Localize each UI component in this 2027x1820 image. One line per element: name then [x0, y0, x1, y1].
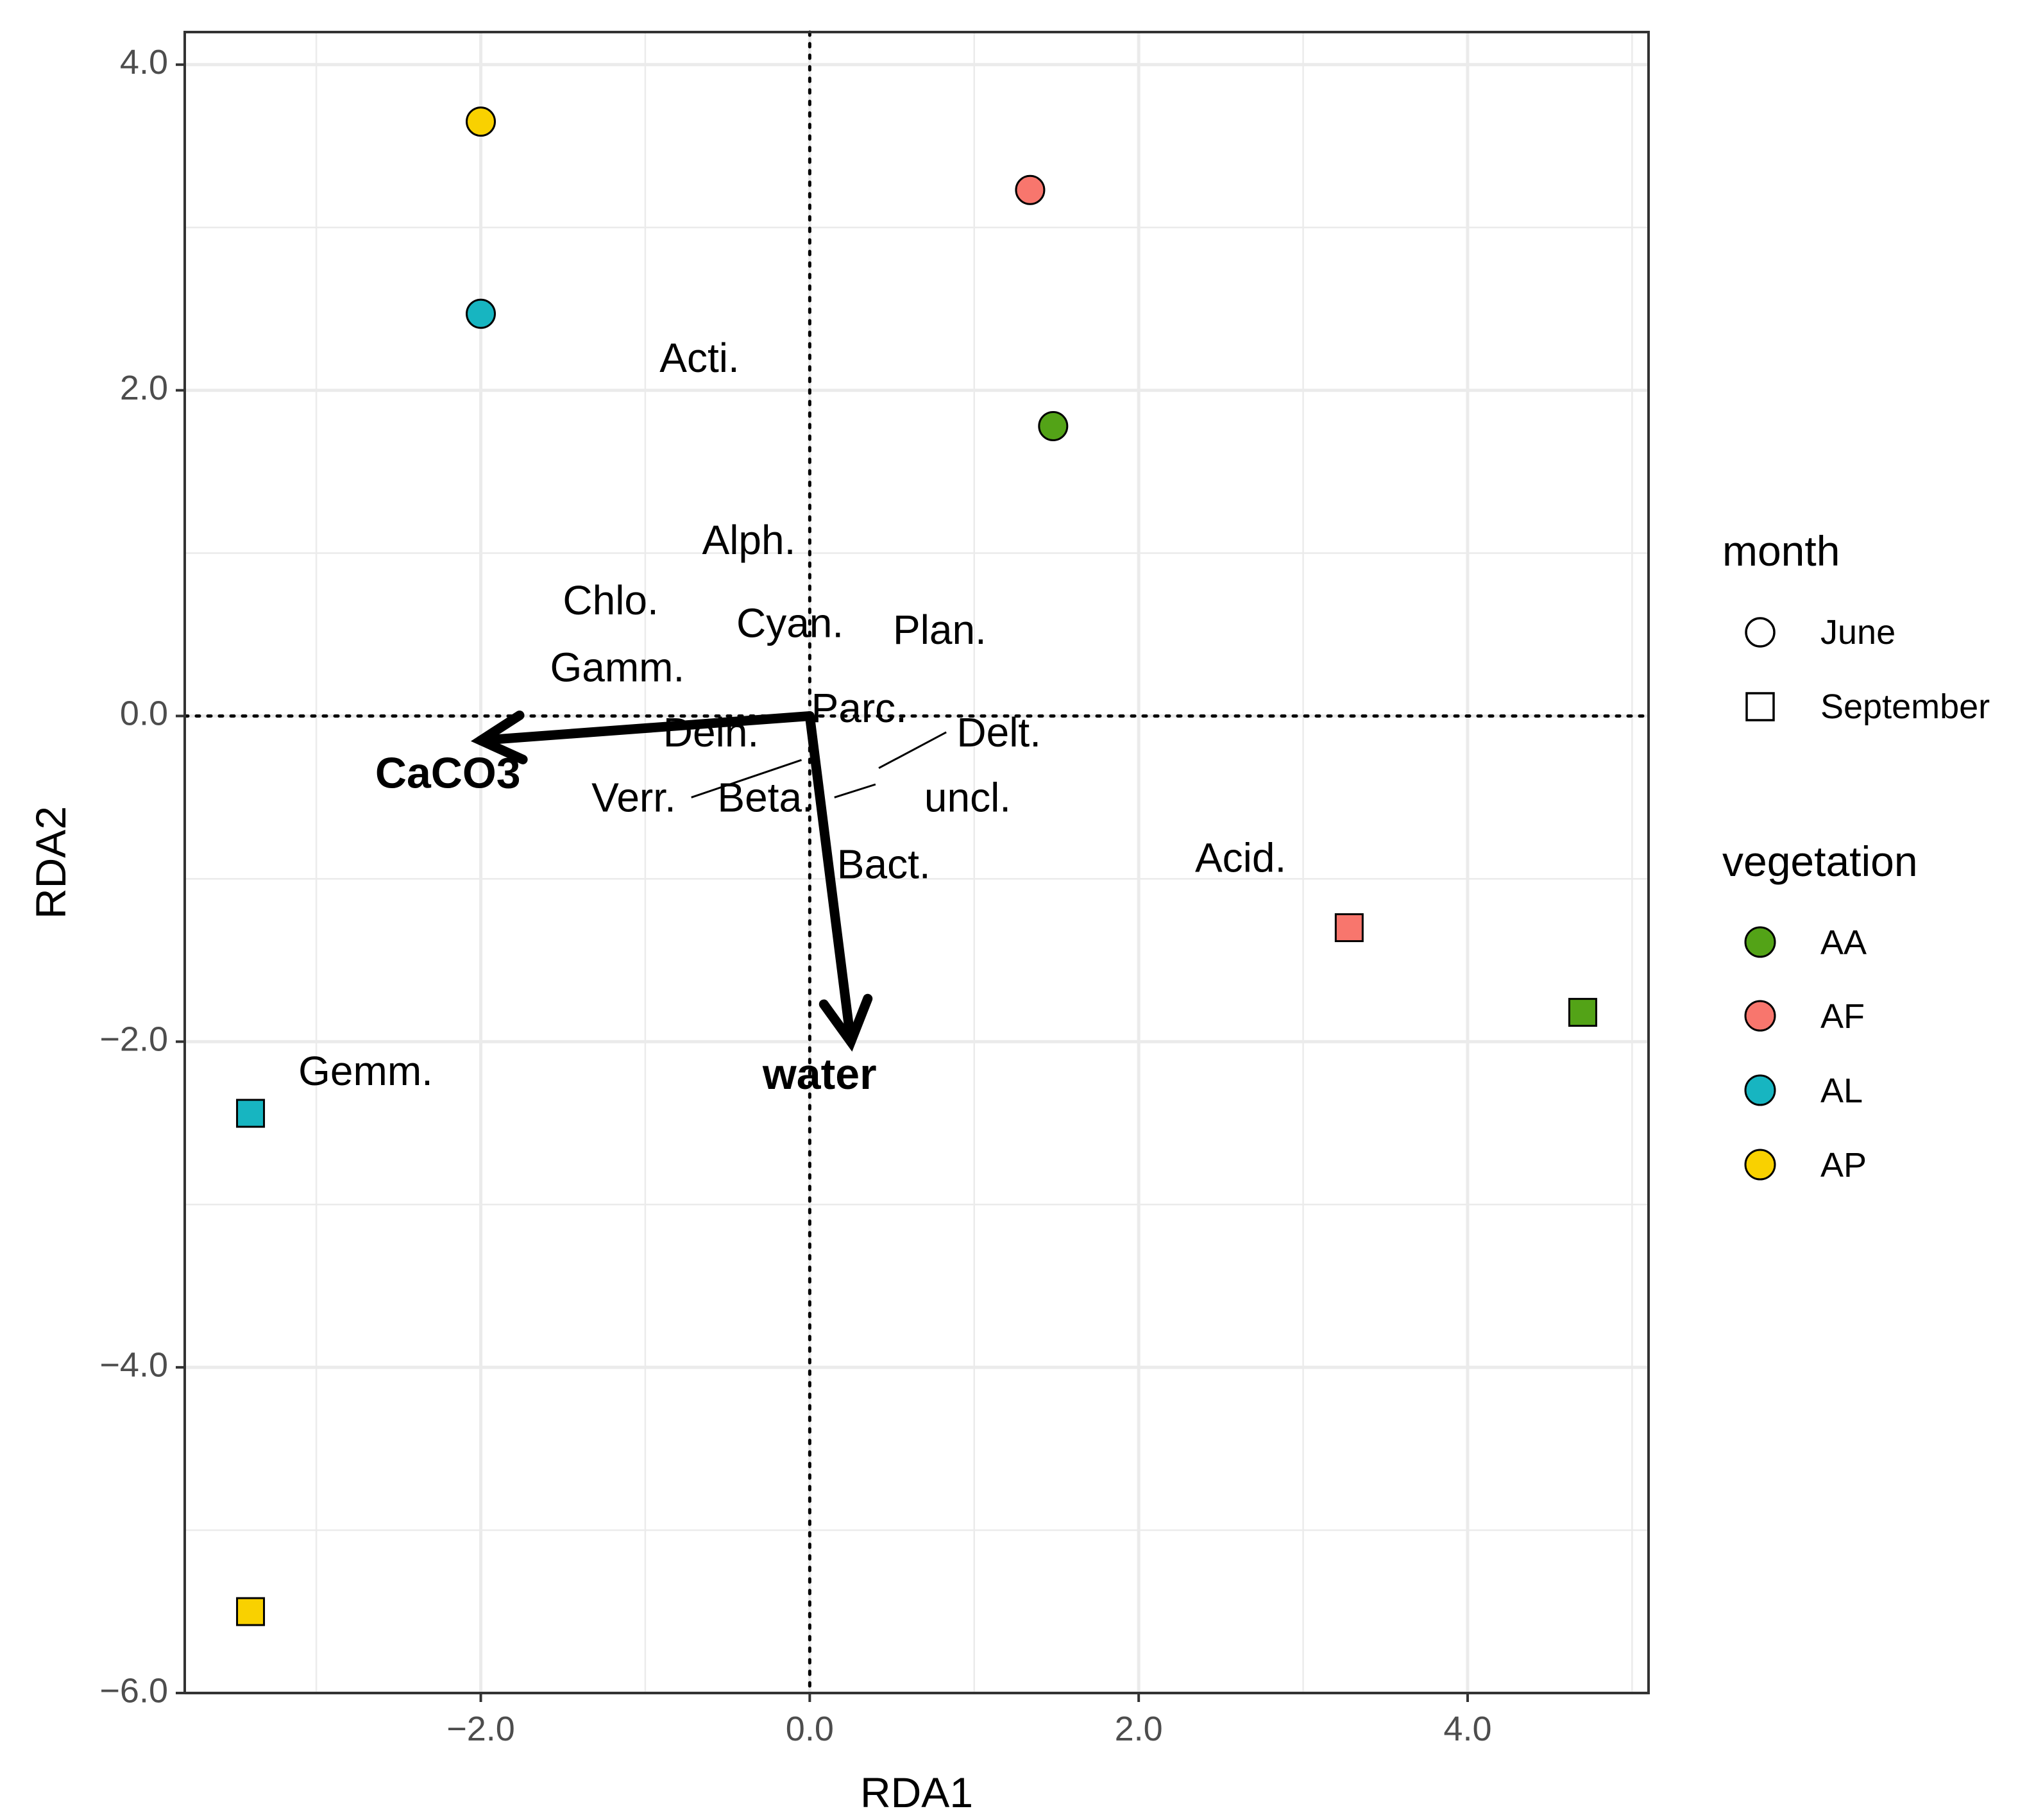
water-vector-label: water [762, 1050, 877, 1099]
x-tick-label: 0.0 [786, 1710, 834, 1748]
point-af-june [1015, 174, 1046, 205]
point-al-september [236, 1099, 266, 1128]
label-leader-line [834, 783, 876, 798]
legend-month-label: September [1820, 687, 1990, 726]
panel-background [185, 32, 1649, 1693]
legend-month-label: June [1820, 613, 1896, 652]
legend-swatch-al [1744, 1074, 1776, 1106]
taxon-label-delt: Delt. [956, 709, 1041, 755]
x-tick-label: 4.0 [1443, 1710, 1491, 1748]
leader-lines [691, 731, 947, 798]
taxon-label-acti: Acti. [659, 335, 739, 381]
y-axis-title: RDA2 [27, 806, 74, 919]
point-af-september [1334, 913, 1364, 943]
caco3-vector-label: CaCO3 [375, 748, 521, 797]
taxon-label-acid: Acid. [1195, 834, 1286, 881]
label-leader-line [691, 759, 802, 798]
reference-lines [183, 30, 1650, 1695]
caco3-vector-arrowhead [470, 710, 528, 764]
legend-month-title: month [1722, 527, 1840, 575]
taxon-label-verr: Verr. [591, 774, 676, 820]
taxon-label-dein: Dein. [663, 709, 759, 755]
legend-swatch-af [1744, 1000, 1776, 1032]
taxon-label-plan: Plan. [893, 607, 987, 653]
point-aa-june [1038, 410, 1069, 441]
legend-square-key [1745, 692, 1775, 721]
point-aa-september [1568, 998, 1597, 1027]
taxon-label-bact: Bact. [837, 841, 931, 888]
legend-vegetation-entry-aa: AA [1744, 923, 1867, 962]
legend-circle-key [1745, 617, 1776, 648]
caco3-vector-shaft [476, 711, 815, 746]
legend-month-entry-june: June [1745, 613, 1896, 652]
legend-vegetation-label: AA [1820, 923, 1867, 962]
legend-swatch-ap [1744, 1149, 1776, 1181]
taxon-label-chlo: Chlo. [563, 577, 658, 623]
y-tick-label: 2.0 [120, 369, 168, 407]
panel-border [183, 31, 1650, 1694]
taxon-label-parc: Parc. [811, 685, 907, 731]
sample-points [236, 106, 1597, 1626]
legend-vegetation-label: AP [1820, 1146, 1867, 1184]
water-vector-shaft [804, 711, 856, 1047]
water-vector-arrowhead [818, 993, 873, 1052]
legend-month-entry-september: September [1745, 687, 1990, 726]
legend-swatch-aa [1744, 926, 1776, 958]
taxon-label-alph: Alph. [702, 517, 796, 563]
y-tick-label: −6.0 [99, 1671, 168, 1710]
label-leader-line [878, 731, 947, 770]
taxon-label-cyan: Cyan. [736, 600, 844, 646]
axes: −2.0 0.0 2.0 4.0 −6.0 −4.0 −2.0 0.0 2.0 4.0 [99, 43, 1491, 1748]
x-tick-label: −2.0 [446, 1710, 515, 1748]
y-tick-label: −2.0 [99, 1020, 168, 1059]
x-axis-title: RDA1 [860, 1769, 973, 1816]
point-al-june [466, 298, 496, 329]
legend-vegetation-label: AF [1820, 997, 1865, 1036]
point-ap-september [236, 1597, 266, 1626]
taxon-label-beta: Beta. [717, 774, 813, 820]
legend-vegetation-title: vegetation [1722, 838, 1918, 885]
legend-vegetation-label: AL [1820, 1072, 1863, 1110]
taxon-label-uncl: uncl. [924, 774, 1011, 820]
taxon-label-gemm: Gemm. [298, 1048, 433, 1094]
y-tick-label: 4.0 [120, 43, 168, 81]
x-tick-label: 2.0 [1115, 1710, 1163, 1748]
point-ap-june [466, 106, 496, 137]
environmental-vectors: CaCO3 water [375, 710, 877, 1099]
legend-vegetation-entry-af: AF [1744, 997, 1865, 1036]
y-tick-label: 0.0 [120, 695, 168, 733]
taxa-labels: Acti. Alph. Chlo. Cyan. Plan. Gamm. Parc. Dein.… [298, 335, 1286, 1094]
y-tick-label: −4.0 [99, 1345, 168, 1384]
legend-vegetation-entry-al: AL [1744, 1072, 1863, 1110]
taxon-label-gamm: Gamm. [550, 644, 684, 690]
legend: month June September vegetation AA AF AL… [1722, 527, 1990, 1184]
legend-vegetation-entry-ap: AP [1744, 1146, 1867, 1184]
